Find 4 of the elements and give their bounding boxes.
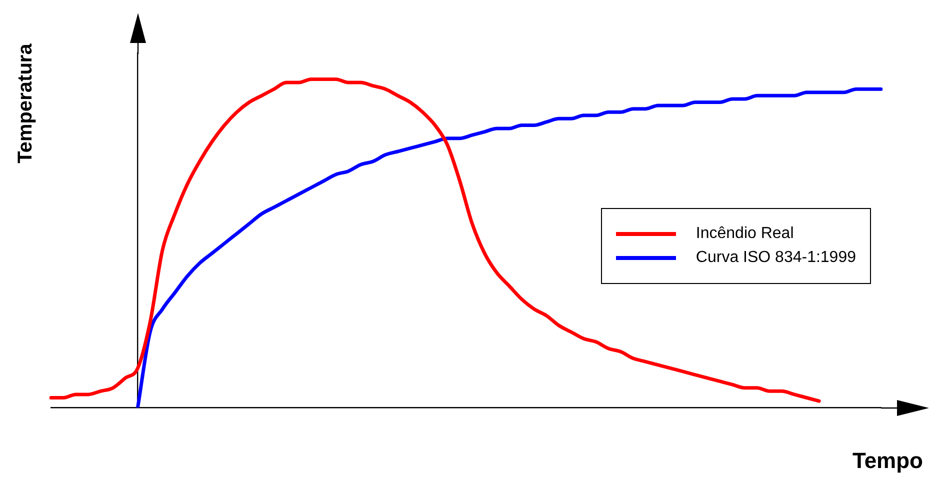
x-axis-title: Tempo xyxy=(852,448,923,474)
legend-label: Curva ISO 834-1:1999 xyxy=(696,249,856,267)
legend-label: Incêndio Real xyxy=(696,225,794,243)
y-axis-title: Temperatura xyxy=(14,43,38,163)
